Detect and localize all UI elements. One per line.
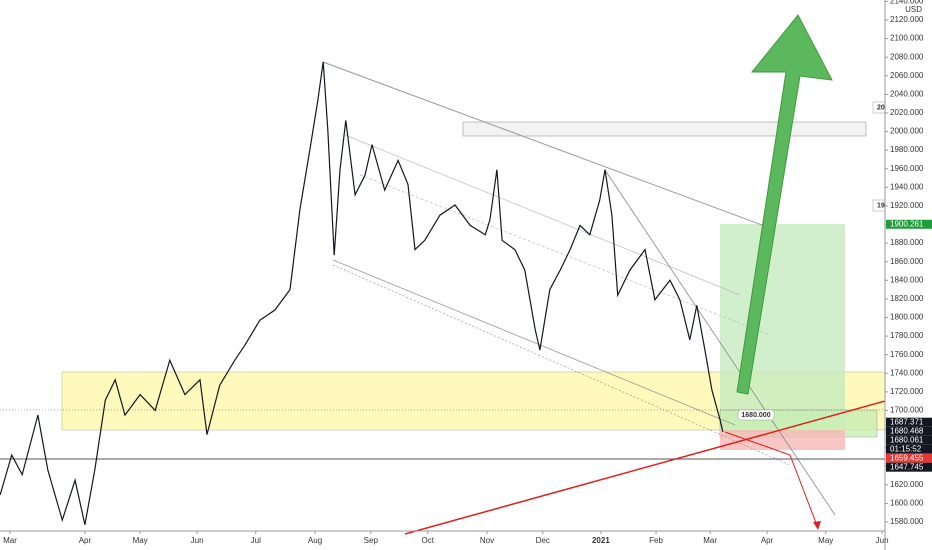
x-tick-label: Jun [876, 536, 889, 545]
price-tag-label: 1900.261 [890, 219, 924, 228]
y-tick-label: 1860.000 [890, 257, 924, 266]
y-tick-label: 1600.000 [890, 499, 924, 508]
channel-line [344, 134, 741, 296]
channel-line [322, 61, 771, 229]
y-tick-label: 1960.000 [890, 164, 924, 173]
countdown-box [886, 444, 932, 454]
y-tick-label: 1720.000 [890, 387, 924, 396]
price-tag-label: 1659.455 [890, 453, 924, 462]
trend-line [604, 169, 836, 516]
price-tag [886, 219, 932, 229]
x-tick-label: Aug [308, 536, 322, 545]
x-tick-label: Nov [480, 536, 494, 545]
level-label-box [737, 409, 775, 421]
stop-zone [720, 430, 845, 450]
down-arrow-head [813, 521, 821, 530]
x-tick-label: Dec [536, 536, 550, 545]
x-tick-label: 2021 [592, 536, 610, 545]
note: 201 [877, 104, 889, 111]
y-tick-label: 1700.000 [890, 406, 924, 415]
x-tick-label: Oct [422, 536, 435, 545]
support-trendline [404, 387, 932, 535]
currency: USD [905, 5, 922, 14]
y-tick-label: 1780.000 [890, 331, 924, 340]
y-tick-label: 1920.000 [890, 201, 924, 210]
price-tag [886, 453, 932, 463]
y-tick-label: 1840.000 [890, 275, 924, 284]
price-tag-label: 1687.371 [890, 417, 924, 426]
x-tick-label: Jul [251, 536, 261, 545]
x-tick-label: Sep [364, 536, 379, 545]
y-tick-label: 1880.000 [890, 238, 924, 247]
price-tag-label: 1647.745 [890, 462, 924, 471]
price-tag [886, 462, 932, 472]
x-tick-label: Mar [3, 536, 17, 545]
y-tick-label: 1760.000 [890, 350, 924, 359]
y-tick-label: 2120.000 [890, 15, 924, 24]
y-tick-label: 2080.000 [890, 52, 924, 61]
x-tick-label: Feb [649, 536, 663, 545]
channel-line [332, 259, 736, 426]
drawings: 1680.000 201 1903 [0, 14, 932, 535]
x-tick-label: May [133, 536, 148, 545]
y-tick-label: 2020.000 [890, 108, 924, 117]
target-zone [720, 224, 845, 428]
level-label: 1680.000 [741, 412, 770, 419]
resistance-zone [462, 121, 867, 137]
y-tick-label: 2140.000 [890, 0, 924, 6]
price-tag [886, 417, 932, 427]
y-tick-label: 1620.000 [890, 480, 924, 489]
x-tick-label: Mar [703, 536, 717, 545]
y-tick-label: 2060.000 [890, 71, 924, 80]
price-tag-label: 1680.061 [890, 435, 924, 444]
y-tick-label: 1800.000 [890, 313, 924, 322]
y-tick-label: 1820.000 [890, 294, 924, 303]
y-tick-label: 1740.000 [890, 368, 924, 377]
y-tick-label: 1580.000 [890, 517, 924, 526]
y-tick-label: 1980.000 [890, 145, 924, 154]
channel-line [359, 174, 771, 336]
channel-line [332, 264, 791, 466]
x-tick-label: May [818, 536, 833, 545]
x-tick-label: Jun [191, 536, 204, 545]
price-tag [886, 426, 932, 436]
x-tick-label: Apr [761, 536, 774, 545]
price-tag [886, 435, 932, 445]
y-tick-label: 2000.000 [890, 127, 924, 136]
y-tick-label: 2100.000 [890, 34, 924, 43]
price-line [0, 61, 724, 525]
down-arrow [724, 431, 819, 529]
price-tag-label: 1680.468 [890, 426, 924, 435]
x-tick-label: Apr [79, 536, 92, 545]
countdown: 01:15:52 [890, 444, 922, 453]
y-tick-label: 1940.000 [890, 182, 924, 191]
up-arrow [736, 14, 833, 395]
y-tick-label: 2040.000 [890, 89, 924, 98]
